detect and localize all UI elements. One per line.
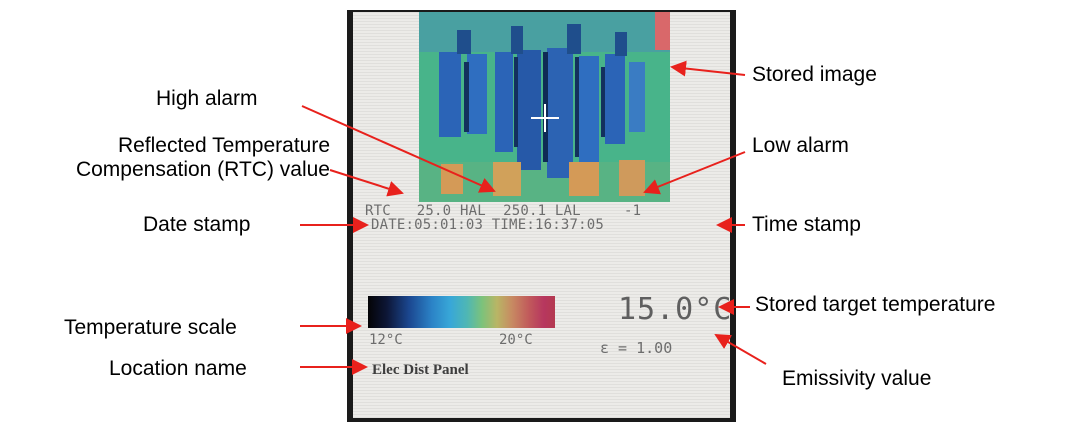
cold-bar (629, 62, 645, 132)
cold-hook (615, 32, 627, 56)
warm-spot (441, 164, 463, 194)
label-high-alarm: High alarm (156, 87, 258, 110)
label-location-name: Location name (109, 357, 247, 380)
emissivity-value: ε = 1.00 (600, 339, 673, 357)
temperature-scale-bar (368, 296, 555, 328)
label-rtc-line1: Reflected Temperature (117, 134, 330, 157)
date-time-stamp: DATE:05:01:03 TIME:16:37:05 (371, 217, 604, 233)
dark-streak (514, 57, 518, 147)
label-stored-target-temperature: Stored target temperature (755, 293, 996, 316)
rtc-value: 25.0 (416, 203, 452, 219)
location-name: Elec Dist Panel (372, 362, 469, 378)
status-line: RTC 25.0 HAL 250.1 LAL -1 (365, 203, 641, 219)
label-rtc-line2: Compensation (RTC) value (75, 158, 330, 182)
label-stored-image: Stored image (752, 63, 877, 86)
stored-target-temperature: 15.0°C (618, 292, 733, 327)
warm-spot (493, 162, 521, 196)
scale-max-label: 20°C (499, 332, 533, 348)
cold-hook (511, 26, 523, 54)
cold-bar (495, 52, 513, 152)
scale-min-label: 12°C (369, 332, 403, 348)
cold-bar (517, 50, 541, 170)
label-date-stamp: Date stamp (143, 213, 251, 236)
label-emissivity-value: Emissivity value (782, 367, 932, 390)
warm-spot (619, 160, 645, 196)
label-low-alarm: Low alarm (752, 134, 849, 157)
cold-bar (579, 56, 599, 166)
label-time-stamp: Time stamp (752, 213, 861, 236)
hot-spot (655, 12, 670, 50)
cold-bar (439, 52, 461, 137)
cold-bar (547, 48, 573, 178)
stored-thermal-image (419, 12, 670, 202)
lal-value: -1 (623, 203, 642, 219)
warm-spot (569, 162, 599, 196)
cold-bar (467, 54, 487, 134)
hal-value: 250.1 (503, 203, 547, 219)
imager-screen: RTC 25.0 HAL 250.1 LAL -1 DATE:05:01:03 … (353, 12, 733, 418)
dark-streak (464, 62, 469, 132)
hal-label: HAL (459, 203, 486, 219)
rtc-label: RTC (365, 203, 391, 219)
imager-screen-frame: RTC 25.0 HAL 250.1 LAL -1 DATE:05:01:03 … (347, 10, 736, 422)
cold-hook (567, 24, 581, 54)
thermal-top-band (419, 12, 670, 52)
cold-hook (457, 30, 471, 54)
lal-label: LAL (554, 203, 581, 219)
cold-bar (605, 54, 625, 144)
dark-streak (601, 67, 605, 137)
label-rtc: Reflected Temperature Compensation (RTC)… (10, 134, 330, 182)
dark-streak (575, 57, 579, 157)
label-temperature-scale: Temperature scale (64, 316, 237, 339)
